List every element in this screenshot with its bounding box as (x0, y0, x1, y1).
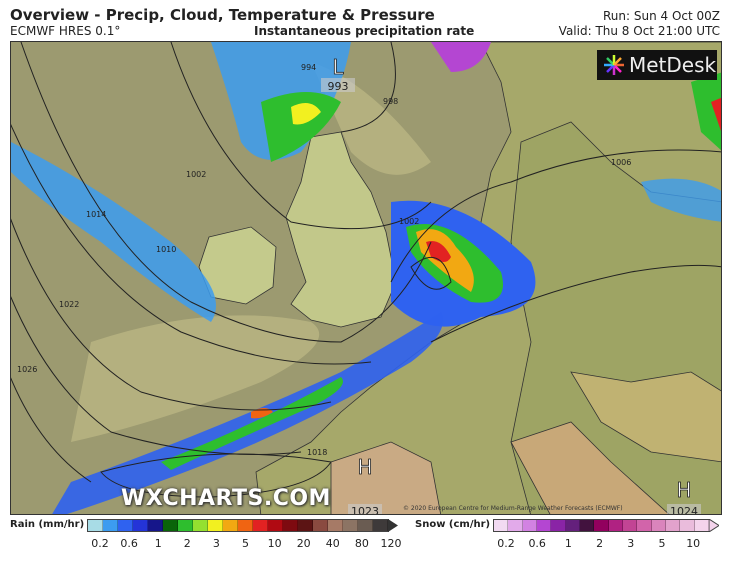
isobar-label: 1002 (399, 217, 419, 226)
isobar-label: 994 (301, 63, 316, 72)
rain-color-swatch (268, 520, 283, 531)
snow-color-swatch (522, 520, 537, 531)
map-canvas: 994 998 1002 1002 1006 1010 1014 1018 10… (11, 42, 721, 515)
isobars (11, 42, 721, 498)
copyright-text: © 2020 European Centre for Medium-Range … (403, 505, 623, 512)
isobar-label: 998 (383, 97, 398, 106)
snow-color-swatch (565, 520, 580, 531)
snow-tick-label: 2 (596, 537, 604, 550)
high-pressure-marker: H (357, 455, 372, 479)
snow-tick-label: 0.6 (528, 537, 546, 550)
isobar-label: 1010 (156, 245, 176, 254)
snow-tick-label: 1 (564, 537, 572, 550)
snow-color-swatch (551, 520, 566, 531)
snow-color-swatch (536, 520, 552, 531)
snow-color-swatch (651, 520, 666, 531)
low-pressure-marker: L (332, 55, 344, 79)
rain-colorbar (87, 519, 389, 532)
isobar-label: 1026 (17, 365, 37, 374)
rain-color-swatch (283, 520, 298, 531)
rain-tick-label: 80 (354, 537, 369, 550)
snow-colorbar-arrow (709, 519, 719, 532)
rain-color-swatch (223, 520, 238, 531)
rain-color-swatch (313, 520, 328, 531)
isobar-label: 1018 (307, 448, 327, 457)
rain-color-swatch (328, 520, 343, 531)
chart-subtitle: Instantaneous precipitation rate (254, 24, 475, 38)
weather-map[interactable]: 994 998 1002 1002 1006 1010 1014 1018 10… (10, 41, 722, 515)
rain-color-swatch (358, 520, 373, 531)
rain-tick-label: 0.6 (120, 537, 138, 550)
snow-color-swatch (622, 520, 638, 531)
isobar-label: 1002 (186, 170, 206, 179)
rain-tick-label: 20 (296, 537, 311, 550)
rain-color-swatch (208, 520, 223, 531)
isobar-label: 1014 (86, 210, 106, 219)
rain-colorbar-arrow (388, 519, 398, 532)
metdesk-logo-icon (604, 55, 624, 75)
snow-color-swatch (608, 520, 623, 531)
snow-tick-label: 0.2 (497, 537, 515, 550)
rain-color-swatch (178, 520, 193, 531)
high-pressure-marker: H (676, 478, 691, 502)
isobar-label: 1006 (611, 158, 631, 167)
low-pressure-value: 993 (328, 80, 349, 93)
rain-color-swatch (133, 520, 148, 531)
precipitation (11, 42, 721, 514)
isobar-labels: 994 998 1002 1002 1006 1010 1014 1018 10… (17, 63, 631, 457)
snow-color-swatch (579, 520, 595, 531)
snow-colorbar (493, 519, 710, 532)
model-label: ECMWF HRES 0.1° (10, 24, 121, 38)
snow-tick-label: 3 (627, 537, 635, 550)
snow-tick-label: 10 (686, 537, 701, 550)
snow-color-swatch (508, 520, 523, 531)
rain-tick-label: 40 (325, 537, 340, 550)
rain-color-swatch (298, 520, 313, 531)
rain-color-swatch (193, 520, 208, 531)
rain-color-swatch (88, 520, 103, 531)
isobar-label: 1022 (59, 300, 79, 309)
wxcharts-watermark: WXCHARTS.COM (121, 486, 331, 511)
rain-legend-label: Rain (mm/hr) (10, 519, 85, 530)
rain-color-swatch (118, 520, 133, 531)
valid-time: Valid: Thu 8 Oct 21:00 UTC (558, 24, 720, 38)
rain-tick-label: 10 (267, 537, 282, 550)
rain-tick-label: 2 (183, 537, 191, 550)
rain-tick-label: 120 (380, 537, 402, 550)
snow-color-swatch (494, 520, 509, 531)
rain-color-swatch (238, 520, 253, 531)
rain-color-swatch (163, 520, 178, 531)
snow-legend-label: Snow (cm/hr) (415, 519, 491, 530)
rain-tick-label: 1 (154, 537, 162, 550)
rain-color-swatch (148, 520, 163, 531)
snow-color-swatch (665, 520, 681, 531)
snow-tick-label: 5 (658, 537, 666, 550)
chart-title: Overview - Precip, Cloud, Temperature & … (10, 6, 435, 24)
rain-color-swatch (343, 520, 358, 531)
rain-color-swatch (253, 520, 268, 531)
rain-tick-label: 3 (212, 537, 220, 550)
pressure-centres: L 993 H 1023 H 1024 (321, 55, 701, 515)
rain-tick-label: 5 (242, 537, 249, 550)
snow-color-swatch (594, 520, 609, 531)
metdesk-logo-text: MetDesk (629, 53, 717, 77)
run-time: Run: Sun 4 Oct 00Z (602, 9, 720, 23)
snow-color-swatch (694, 520, 709, 531)
high-pressure-value: 1024 (670, 505, 698, 515)
snow-color-swatch (637, 520, 652, 531)
land (198, 42, 721, 514)
rain-color-swatch (373, 520, 388, 531)
high-pressure-value: 1023 (351, 505, 379, 515)
rain-tick-label: 0.2 (91, 537, 109, 550)
metdesk-logo: MetDesk (597, 50, 717, 80)
snow-color-swatch (680, 520, 695, 531)
rain-color-swatch (103, 520, 118, 531)
